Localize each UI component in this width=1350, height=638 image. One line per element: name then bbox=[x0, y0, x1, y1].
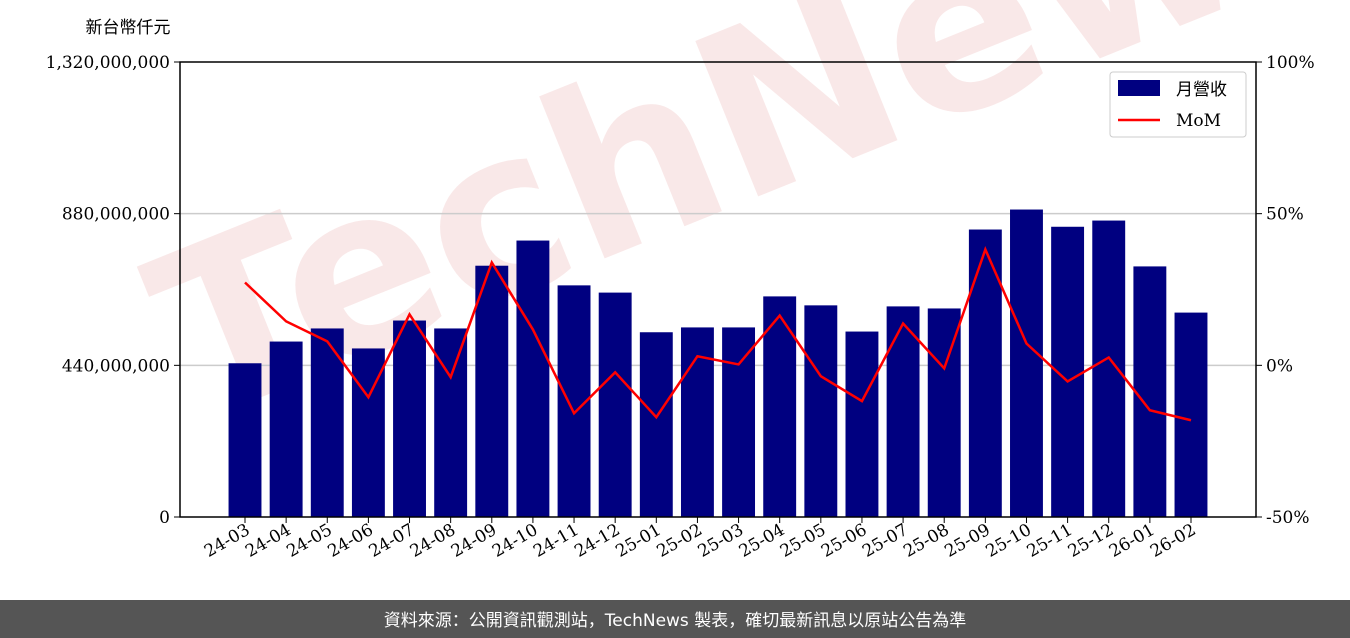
bar bbox=[393, 320, 426, 517]
footer: 資料來源：公開資訊觀測站，TechNews 製表，確切最新訊息以原站公告為準 bbox=[384, 611, 966, 631]
y2-tick-label: 100% bbox=[1266, 53, 1315, 73]
bar bbox=[1010, 209, 1043, 517]
x-tick-label: 25-05 bbox=[777, 520, 829, 562]
bar bbox=[639, 332, 673, 517]
y-tick-label: 1,320,000,000 bbox=[46, 53, 170, 73]
x-tick-label: 25-09 bbox=[941, 520, 993, 562]
bar bbox=[845, 331, 879, 517]
bar bbox=[722, 327, 756, 517]
bar bbox=[968, 229, 1002, 518]
x-tick-label: 25-06 bbox=[818, 520, 870, 562]
x-tick-label: 24-12 bbox=[571, 520, 623, 562]
plot-frame bbox=[179, 61, 1257, 518]
x-tick-label: 25-12 bbox=[1065, 520, 1117, 562]
x-tick-label: 24-03 bbox=[201, 520, 253, 562]
x-tick-label: 24-08 bbox=[407, 520, 459, 562]
x-tick-label: 24-05 bbox=[283, 520, 335, 562]
x-tick-label: 25-04 bbox=[736, 520, 788, 562]
bar bbox=[804, 305, 838, 517]
x-tick-label: 26-02 bbox=[1147, 520, 1199, 562]
bar bbox=[434, 328, 468, 517]
legend-label: MoM bbox=[1176, 111, 1221, 131]
x-tick-label: 24-07 bbox=[366, 520, 418, 562]
bar bbox=[1174, 312, 1208, 517]
x-tick-label: 24-09 bbox=[448, 520, 500, 562]
x-tick-label: 25-02 bbox=[653, 520, 705, 562]
x-tick-label: 25-11 bbox=[1024, 520, 1076, 562]
bar bbox=[228, 363, 262, 517]
x-tick-label: 24-06 bbox=[324, 520, 376, 562]
x-tick-label: 25-03 bbox=[695, 520, 747, 562]
bar bbox=[1133, 266, 1167, 517]
x-tick-label: 24-04 bbox=[242, 520, 294, 562]
y2-tick-label: 0% bbox=[1266, 356, 1293, 376]
bar bbox=[598, 292, 632, 517]
bar bbox=[310, 328, 344, 517]
bar bbox=[927, 308, 961, 517]
bar bbox=[475, 265, 509, 517]
footer-bar bbox=[0, 600, 1350, 638]
bar bbox=[516, 240, 550, 517]
y-tick-label: 880,000,000 bbox=[62, 205, 170, 225]
x-tick-label: 25-10 bbox=[983, 520, 1035, 562]
x-tick-label: 25-08 bbox=[900, 520, 952, 562]
y2-tick-label: -50% bbox=[1266, 508, 1310, 528]
legend-label: 月營收 bbox=[1176, 80, 1227, 100]
y-tick-label: 440,000,000 bbox=[62, 356, 170, 376]
x-tick-label: 25-01 bbox=[612, 520, 664, 562]
y-tick-label: 0 bbox=[159, 508, 170, 528]
bar bbox=[269, 341, 303, 517]
bar bbox=[886, 306, 920, 517]
x-tick-label: 25-07 bbox=[859, 520, 911, 562]
y-axis-label: 新台幣仟元 bbox=[86, 18, 171, 38]
x-tick-label: 26-01 bbox=[1106, 520, 1158, 562]
y2-tick-label: 50% bbox=[1266, 205, 1304, 225]
mom-line bbox=[244, 246, 1192, 422]
legend-swatch bbox=[1118, 80, 1160, 96]
x-tick-label: 24-11 bbox=[530, 520, 582, 562]
x-tick-label: 24-10 bbox=[489, 520, 541, 562]
bar bbox=[1092, 220, 1126, 517]
